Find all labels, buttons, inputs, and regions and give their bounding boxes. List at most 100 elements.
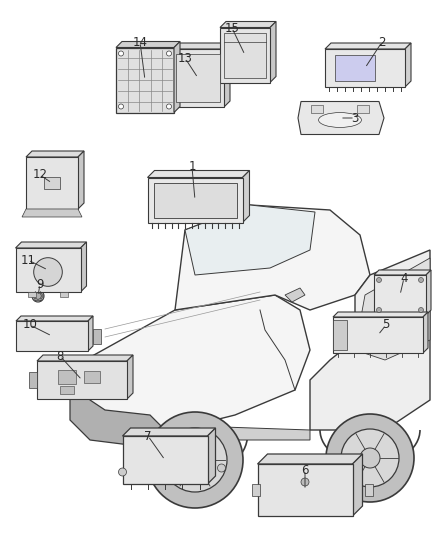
Bar <box>333 320 347 350</box>
Polygon shape <box>22 209 82 217</box>
Polygon shape <box>81 242 86 292</box>
Circle shape <box>377 278 381 282</box>
Bar <box>224 33 266 77</box>
Text: 5: 5 <box>382 319 390 332</box>
Polygon shape <box>185 205 315 275</box>
Polygon shape <box>37 361 127 399</box>
Polygon shape <box>224 43 230 107</box>
Polygon shape <box>298 101 384 134</box>
Text: 13: 13 <box>177 52 192 64</box>
Bar <box>251 484 259 496</box>
Text: 9: 9 <box>36 278 44 290</box>
Polygon shape <box>15 248 81 292</box>
Circle shape <box>166 104 172 109</box>
Bar <box>335 55 375 81</box>
Polygon shape <box>16 321 88 351</box>
Text: 14: 14 <box>133 36 148 49</box>
Text: 11: 11 <box>21 254 35 266</box>
Polygon shape <box>285 288 305 302</box>
Circle shape <box>341 429 399 487</box>
Polygon shape <box>116 47 174 112</box>
Polygon shape <box>26 157 78 209</box>
Polygon shape <box>37 355 133 361</box>
Bar <box>29 372 37 388</box>
Circle shape <box>35 293 41 300</box>
Polygon shape <box>148 171 250 177</box>
Bar <box>44 177 60 189</box>
Polygon shape <box>333 317 423 353</box>
Polygon shape <box>148 177 243 222</box>
Circle shape <box>360 448 380 468</box>
Text: 4: 4 <box>400 271 408 285</box>
Polygon shape <box>325 43 411 49</box>
Text: 7: 7 <box>144 430 152 442</box>
Bar <box>28 292 36 297</box>
Circle shape <box>119 51 124 56</box>
Polygon shape <box>123 436 208 484</box>
Circle shape <box>418 308 424 312</box>
Circle shape <box>301 478 309 486</box>
Polygon shape <box>127 355 133 399</box>
Bar <box>153 182 237 217</box>
Bar <box>311 104 323 112</box>
Bar <box>176 54 220 102</box>
Circle shape <box>166 51 172 56</box>
Polygon shape <box>88 316 93 351</box>
Polygon shape <box>172 43 230 49</box>
Polygon shape <box>220 21 276 28</box>
Circle shape <box>34 257 62 286</box>
Circle shape <box>183 448 207 472</box>
Polygon shape <box>15 242 86 248</box>
Circle shape <box>418 278 424 282</box>
Bar <box>364 484 372 496</box>
Text: 8: 8 <box>57 350 64 362</box>
Bar <box>60 292 68 297</box>
Polygon shape <box>172 49 224 107</box>
Polygon shape <box>258 454 363 464</box>
Polygon shape <box>310 250 430 430</box>
Polygon shape <box>26 151 84 157</box>
Circle shape <box>119 468 127 476</box>
Circle shape <box>147 412 243 508</box>
Text: 6: 6 <box>301 464 309 477</box>
Polygon shape <box>243 171 250 222</box>
Bar <box>84 371 100 383</box>
Polygon shape <box>374 270 431 275</box>
Circle shape <box>377 308 381 312</box>
Circle shape <box>163 428 227 492</box>
Bar <box>357 104 369 112</box>
Polygon shape <box>123 428 215 436</box>
Text: 1: 1 <box>188 160 196 174</box>
Polygon shape <box>426 270 431 315</box>
Text: 12: 12 <box>32 168 47 182</box>
Ellipse shape <box>318 112 361 127</box>
Circle shape <box>119 104 124 109</box>
Polygon shape <box>355 258 430 360</box>
Circle shape <box>218 464 226 472</box>
Polygon shape <box>116 42 180 47</box>
Polygon shape <box>175 205 370 310</box>
Polygon shape <box>70 295 310 430</box>
Polygon shape <box>16 316 93 321</box>
Polygon shape <box>325 49 405 87</box>
Text: 2: 2 <box>378 36 386 49</box>
Polygon shape <box>155 425 310 440</box>
Text: 3: 3 <box>351 111 359 125</box>
Polygon shape <box>220 28 270 83</box>
Bar <box>60 386 74 394</box>
Polygon shape <box>423 312 428 353</box>
Polygon shape <box>374 275 426 315</box>
Polygon shape <box>270 21 276 83</box>
Circle shape <box>32 290 44 302</box>
Ellipse shape <box>76 378 100 392</box>
Circle shape <box>326 414 414 502</box>
Polygon shape <box>70 390 165 445</box>
Bar <box>93 328 101 343</box>
Polygon shape <box>258 464 353 516</box>
Polygon shape <box>78 151 84 209</box>
Polygon shape <box>208 428 215 484</box>
Polygon shape <box>405 43 411 87</box>
Polygon shape <box>333 312 428 317</box>
Text: 10: 10 <box>23 319 37 332</box>
Polygon shape <box>353 454 363 516</box>
